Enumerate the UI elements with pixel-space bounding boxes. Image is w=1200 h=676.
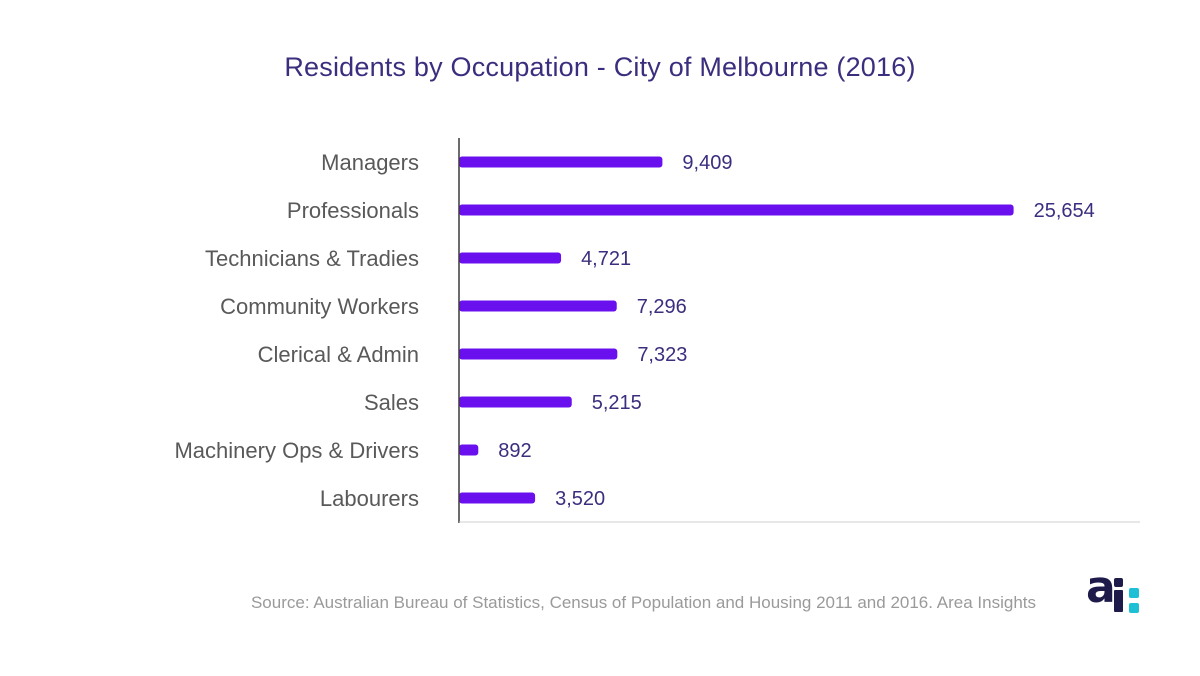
logo-i-dot bbox=[1114, 578, 1123, 587]
chart-title: Residents by Occupation - City of Melbou… bbox=[284, 52, 916, 82]
value-label: 7,296 bbox=[637, 296, 687, 318]
area-insights-logo: a bbox=[1086, 566, 1146, 616]
bar bbox=[459, 348, 618, 360]
logo-letter-a: a bbox=[1086, 562, 1116, 613]
category-label: Labourers bbox=[320, 486, 419, 511]
bar bbox=[459, 396, 572, 408]
source-note: Source: Australian Bureau of Statistics,… bbox=[250, 593, 1036, 612]
category-label: Professionals bbox=[287, 198, 419, 223]
category-label: Sales bbox=[364, 390, 419, 415]
value-label: 4,721 bbox=[581, 248, 631, 270]
bar bbox=[459, 492, 536, 504]
value-label: 3,520 bbox=[555, 488, 605, 510]
bar bbox=[459, 156, 663, 168]
value-label: 7,323 bbox=[637, 344, 687, 366]
bar bbox=[459, 252, 562, 264]
category-label: Community Workers bbox=[220, 294, 419, 319]
bar-chart: Managers 9,409 Professionals 25,654 Technici… bbox=[174, 138, 1140, 523]
value-label: 5,215 bbox=[592, 392, 642, 414]
value-label: 9,409 bbox=[682, 152, 732, 174]
bar bbox=[459, 204, 1014, 216]
logo-colon-dot-bottom bbox=[1129, 603, 1139, 613]
bar bbox=[459, 300, 617, 312]
value-label: 25,654 bbox=[1034, 200, 1095, 222]
category-label: Technicians & Tradies bbox=[205, 246, 419, 271]
logo-i-stem bbox=[1114, 590, 1123, 612]
value-label: 892 bbox=[498, 440, 531, 462]
category-label: Clerical & Admin bbox=[258, 342, 419, 367]
category-label: Managers bbox=[321, 150, 419, 175]
category-label: Machinery Ops & Drivers bbox=[174, 438, 419, 463]
logo-colon-dot-top bbox=[1129, 588, 1139, 598]
bar bbox=[459, 444, 479, 456]
